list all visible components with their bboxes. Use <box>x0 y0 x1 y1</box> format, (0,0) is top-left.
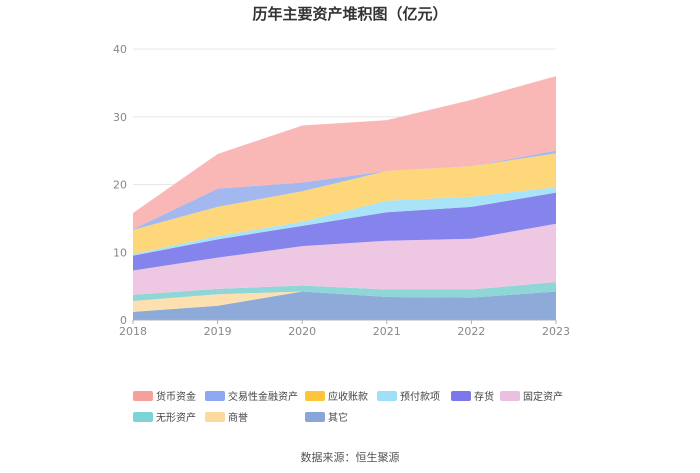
y-tick-label: 0 <box>120 314 127 327</box>
legend-item-交易性金融资产[interactable]: 交易性金融资产 <box>205 390 298 403</box>
x-tick-label: 2023 <box>542 325 570 338</box>
legend-swatch <box>377 391 397 401</box>
legend-swatch <box>305 391 325 401</box>
legend-swatch <box>500 391 520 401</box>
legend-item-无形资产[interactable]: 无形资产 <box>133 411 196 424</box>
x-tick-label: 2020 <box>288 325 316 338</box>
legend-swatch <box>451 391 471 401</box>
legend-item-货币资金[interactable]: 货币资金 <box>133 390 196 403</box>
legend-label: 固定资产 <box>523 390 563 403</box>
legend-label: 无形资产 <box>156 411 196 424</box>
legend-item-商誉[interactable]: 商誉 <box>205 411 248 424</box>
legend-item-其它[interactable]: 其它 <box>305 411 348 424</box>
chart-title: 历年主要资产堆积图（亿元） <box>252 5 448 23</box>
legend-label: 交易性金融资产 <box>228 390 298 403</box>
legend-swatch <box>133 412 153 422</box>
legend-item-固定资产[interactable]: 固定资产 <box>500 390 563 403</box>
legend-item-存货[interactable]: 存货 <box>451 390 494 403</box>
legend-label: 应收账款 <box>328 390 368 403</box>
legend-label: 存货 <box>474 390 494 403</box>
area-series-交易性金融资产 <box>133 150 556 230</box>
area-series-商誉 <box>133 291 556 312</box>
area-series-其它 <box>133 291 556 320</box>
area-series-存货 <box>133 192 556 271</box>
y-tick-label: 30 <box>113 111 127 124</box>
source-note: 数据来源：恒生聚源 <box>300 451 400 464</box>
area-series-预付款项 <box>133 187 556 256</box>
legend-label: 货币资金 <box>156 390 196 403</box>
legend-swatch <box>305 412 325 422</box>
legend-item-应收账款[interactable]: 应收账款 <box>305 390 368 403</box>
x-tick-label: 2019 <box>204 325 232 338</box>
legend-label: 商誉 <box>228 411 248 424</box>
x-tick-label: 2022 <box>457 325 485 338</box>
legend-swatch <box>133 391 153 401</box>
y-tick-label: 20 <box>113 179 127 192</box>
area-series-无形资产 <box>133 282 556 302</box>
y-tick-label: 10 <box>113 246 127 259</box>
area-series <box>133 76 556 320</box>
x-tick-label: 2018 <box>119 325 147 338</box>
area-series-固定资产 <box>133 223 556 295</box>
y-tick-label: 40 <box>113 43 127 56</box>
legend-label: 其它 <box>328 411 348 424</box>
x-tick-label: 2021 <box>373 325 401 338</box>
legend-swatch <box>205 412 225 422</box>
area-series-货币资金 <box>133 76 556 230</box>
legend-item-预付款项[interactable]: 预付款项 <box>377 390 440 403</box>
axes: 0 10 20 30 40 2018 2019 2020 2021 2022 2023 <box>113 43 570 338</box>
legend-swatch <box>205 391 225 401</box>
area-series-应收账款 <box>133 153 556 255</box>
legend-label: 预付款项 <box>400 390 440 403</box>
